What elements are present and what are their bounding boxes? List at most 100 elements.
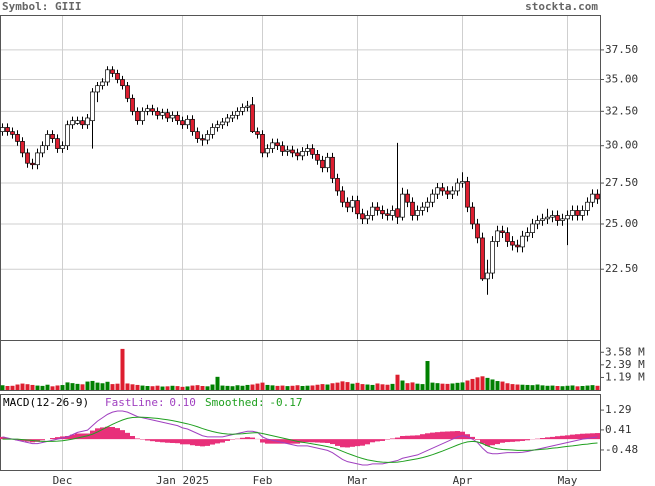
volume-bar xyxy=(385,384,390,390)
volume-bar xyxy=(170,385,175,390)
candle-body xyxy=(180,120,185,126)
macd-histogram xyxy=(420,434,425,440)
macd-histogram xyxy=(470,436,475,440)
candle-body xyxy=(365,215,370,220)
volume-bar xyxy=(360,384,365,390)
candle-body xyxy=(310,148,315,155)
macd-histogram xyxy=(400,435,405,440)
macd-histogram xyxy=(580,433,585,440)
volume-bar xyxy=(85,381,90,390)
candle-body xyxy=(270,142,275,149)
macd-histogram xyxy=(500,439,505,443)
price-frame xyxy=(0,15,601,341)
volume-bar xyxy=(470,378,475,390)
x-tick-label: Dec xyxy=(53,474,73,486)
macd-histogram xyxy=(75,433,80,440)
legend-name: FastLine: xyxy=(105,396,165,409)
candle-body xyxy=(5,127,10,132)
volume-bar xyxy=(565,385,570,390)
volume-bar xyxy=(450,383,455,390)
volume-bar xyxy=(145,385,150,390)
volume-bar xyxy=(195,385,200,390)
candle-body xyxy=(315,154,320,161)
candle-body xyxy=(100,81,105,87)
volume-bar xyxy=(505,383,510,390)
candle-body xyxy=(0,127,5,132)
volume-bar xyxy=(215,376,220,390)
volume-bar xyxy=(90,380,95,390)
candle-body xyxy=(250,104,255,132)
macd-histogram xyxy=(120,430,125,440)
volume-bar xyxy=(120,348,125,390)
candle-body xyxy=(410,201,415,216)
macd-histogram xyxy=(575,434,580,440)
volume-bar xyxy=(355,382,360,390)
volume-bar xyxy=(110,384,115,390)
macd-histogram xyxy=(355,439,360,447)
candle-body xyxy=(415,210,420,216)
candle-body xyxy=(395,208,400,218)
candle-body xyxy=(570,210,575,216)
x-tick-label: May xyxy=(558,474,578,486)
volume-bar xyxy=(260,382,265,390)
macd-histogram xyxy=(170,439,175,443)
candle-body xyxy=(430,193,435,203)
volume-bar xyxy=(540,385,545,390)
x-tick-label: Apr xyxy=(453,474,473,486)
macd-histogram xyxy=(315,439,320,443)
macd-histogram xyxy=(545,437,550,440)
candle-body xyxy=(450,190,455,195)
x-tick-label: Jan 2025 xyxy=(156,474,209,486)
macd-title: MACD(12-26-9) xyxy=(3,396,89,409)
volume-bar xyxy=(415,383,420,390)
volume-bar xyxy=(5,385,10,390)
candle-body xyxy=(280,145,285,152)
volume-bar xyxy=(255,383,260,390)
macd-histogram xyxy=(50,438,55,440)
macd-histogram xyxy=(365,439,370,445)
candle-body xyxy=(245,105,250,108)
macd-histogram xyxy=(125,432,130,440)
macd-histogram xyxy=(220,439,225,443)
y-tick-label: 3.58 M xyxy=(605,345,645,358)
candle-body xyxy=(45,134,50,147)
macd-histogram xyxy=(435,432,440,440)
volume-bar xyxy=(115,383,120,390)
volume-bar xyxy=(265,384,270,390)
candle-body xyxy=(505,232,510,242)
volume-bar xyxy=(500,381,505,390)
y-tick-label: 32.50 xyxy=(605,104,638,117)
macd-histogram xyxy=(245,437,250,440)
volume-bar xyxy=(250,384,255,390)
volume-bar xyxy=(165,386,170,390)
macd-histogram xyxy=(95,428,100,440)
macd-histogram xyxy=(280,439,285,444)
macd-histogram xyxy=(135,438,140,440)
macd-histogram xyxy=(160,439,165,443)
macd-histogram xyxy=(375,439,380,442)
volume-bar xyxy=(350,383,355,390)
candle-body xyxy=(520,235,525,248)
volume-bar xyxy=(585,385,590,390)
volume-bar xyxy=(580,385,585,390)
volume-bar xyxy=(160,386,165,390)
candle-body xyxy=(510,241,515,246)
volume-bar xyxy=(535,384,540,390)
candle-body xyxy=(125,85,130,99)
volume-bar xyxy=(105,381,110,390)
volume-bar xyxy=(30,384,35,390)
volume-bar xyxy=(545,385,550,390)
volume-bar xyxy=(550,385,555,390)
macd-histogram xyxy=(485,439,490,446)
volume-bar xyxy=(330,383,335,390)
macd-histogram xyxy=(305,439,310,443)
volume-bar xyxy=(435,383,440,390)
volume-bar xyxy=(375,383,380,390)
x-tick-label: Feb xyxy=(253,474,273,486)
macd-histogram xyxy=(380,439,385,441)
macd-histogram xyxy=(190,439,195,446)
candle-body xyxy=(190,118,195,132)
volume-bar xyxy=(475,377,480,390)
candle-body xyxy=(240,107,245,112)
